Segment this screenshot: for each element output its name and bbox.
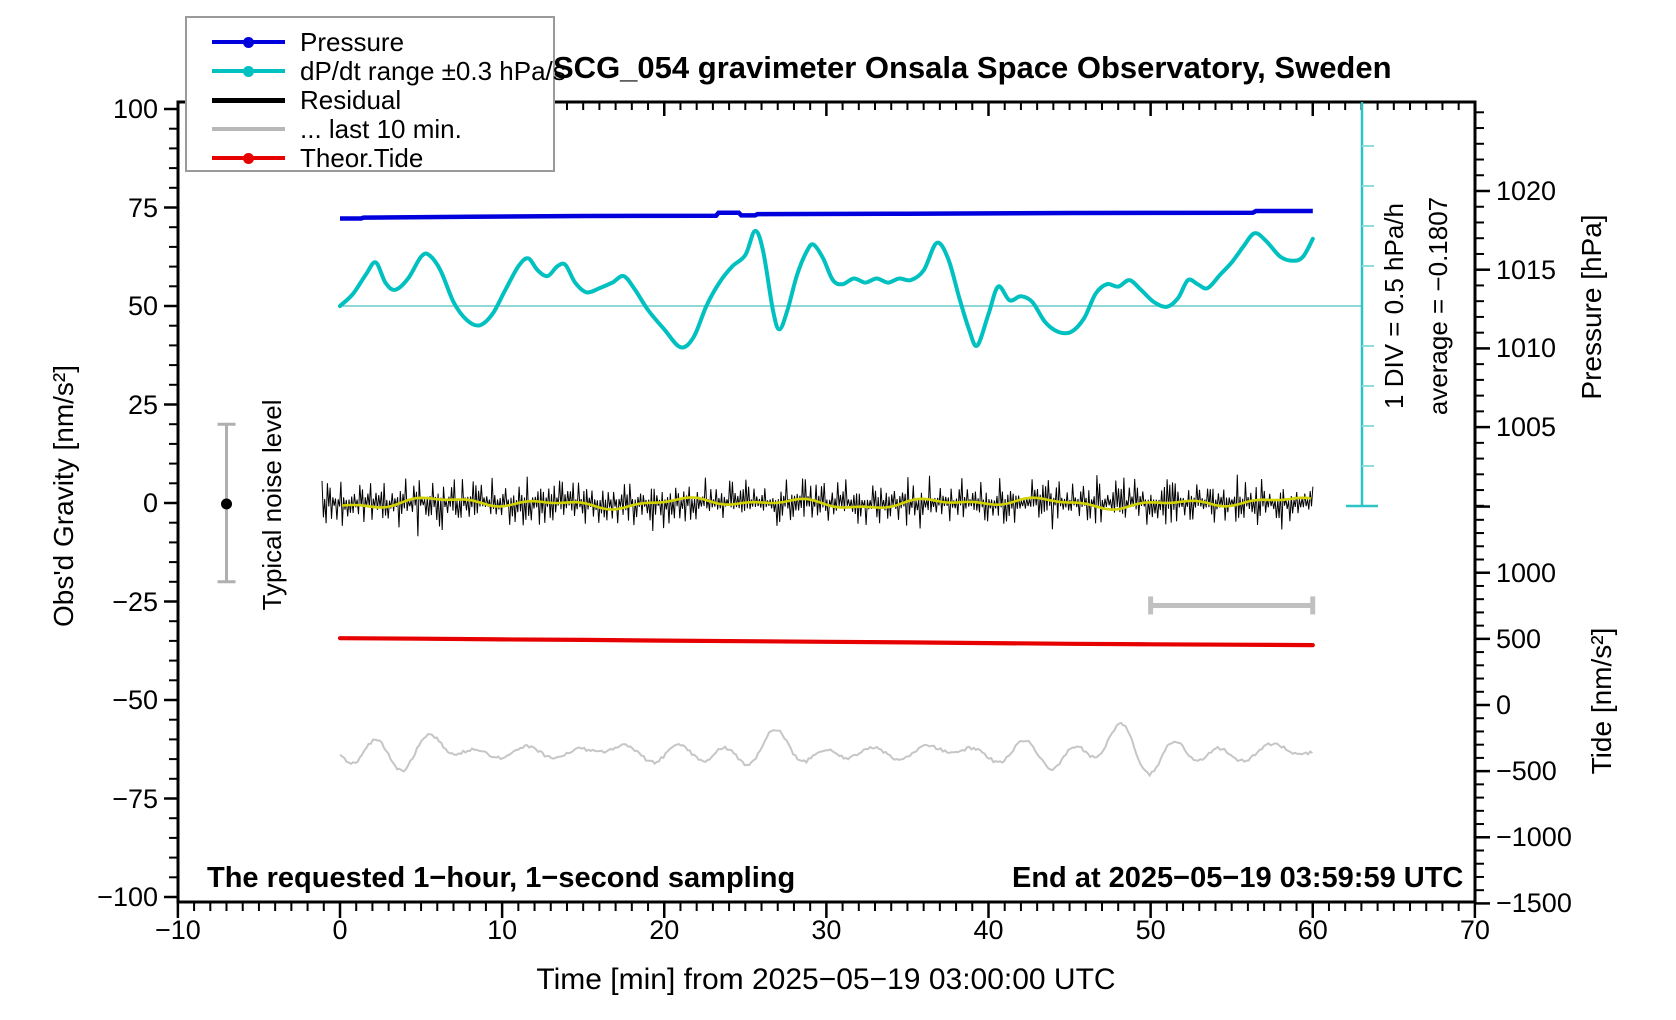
pressure-tick-label: 1005 bbox=[1496, 412, 1557, 443]
div-scale-annotation: 1 DIV = 0.5 hPa/h bbox=[1379, 203, 1409, 409]
gravity-tick-label: −25 bbox=[112, 586, 158, 617]
sampling-note: The requested 1−hour, 1−second sampling bbox=[207, 862, 796, 894]
pressure-axis-title: Pressure [hPa] bbox=[1576, 214, 1607, 400]
x-tick-label: 60 bbox=[1297, 915, 1328, 945]
gravity-tick-label: 75 bbox=[127, 192, 158, 223]
x-tick-label: 30 bbox=[811, 915, 842, 945]
legend-row: Theor.Tide bbox=[187, 145, 553, 171]
x-tick-label: 0 bbox=[332, 915, 348, 945]
x-tick-label: 70 bbox=[1459, 915, 1490, 945]
legend-row: ... last 10 min. bbox=[187, 116, 553, 142]
gravity-tick-label: 25 bbox=[127, 389, 158, 420]
tide-tick-label: −500 bbox=[1496, 756, 1557, 787]
average-annotation: average = −0.1807 bbox=[1423, 196, 1453, 416]
gravity-tick-label: 100 bbox=[112, 94, 158, 124]
legend-line-sample bbox=[212, 97, 285, 103]
legend-sample bbox=[212, 87, 285, 113]
legend-row: Residual bbox=[187, 87, 553, 113]
tide-tick-label: 1000 bbox=[1496, 557, 1557, 588]
x-tick-label: 20 bbox=[649, 915, 680, 945]
legend-line-sample bbox=[212, 127, 285, 131]
tide-series bbox=[337, 636, 1315, 648]
noise-level-annotation: Typical noise level bbox=[257, 399, 287, 611]
tide-tick-label: 0 bbox=[1496, 690, 1512, 720]
residual-smoothed-series bbox=[341, 496, 1312, 511]
residual-series bbox=[321, 474, 1314, 537]
x-tick-label: 10 bbox=[487, 915, 518, 945]
legend-dot-marker bbox=[243, 36, 254, 48]
gravity-tick-label: −100 bbox=[97, 882, 158, 912]
last10min-series bbox=[339, 721, 1313, 778]
legend-label: Residual bbox=[300, 85, 402, 115]
noise-level-dot bbox=[221, 498, 233, 510]
legend-label: ... last 10 min. bbox=[300, 114, 462, 144]
legend-row: dP/dt range ±0.3 hPa/s bbox=[187, 58, 566, 84]
pressure-tick-label: 1010 bbox=[1496, 333, 1557, 364]
pressure-tick-label: 1015 bbox=[1496, 254, 1557, 285]
end-time-note: End at 2025−05−19 03:59:59 UTC bbox=[1012, 862, 1464, 894]
legend: Pressure dP/dt range ±0.3 hPa/s Residual..… bbox=[185, 16, 566, 172]
pressure-tick-label: 1020 bbox=[1496, 176, 1557, 206]
legend-sample bbox=[212, 145, 285, 171]
legend-dot-marker bbox=[243, 65, 254, 77]
gravity-tick-label: −50 bbox=[112, 685, 158, 715]
gravity-tick-label: 0 bbox=[142, 488, 158, 518]
gravity-tick-label: −75 bbox=[112, 783, 158, 814]
dpdt-series bbox=[338, 228, 1315, 350]
x-tick-label: 50 bbox=[1135, 915, 1166, 945]
pressure-series bbox=[340, 208, 1313, 221]
legend-label: dP/dt range ±0.3 hPa/s bbox=[300, 56, 566, 86]
gravity-tick-label: 50 bbox=[127, 291, 158, 321]
x-tick-label: 40 bbox=[973, 915, 1004, 945]
x-axis-title: Time [min] from 2025−05−19 03:00:00 UTC bbox=[536, 963, 1116, 996]
legend-label: Theor.Tide bbox=[300, 143, 424, 173]
legend-row: Pressure bbox=[187, 29, 553, 55]
chart-title: SCG_054 gravimeter Onsala Space Observat… bbox=[553, 50, 1392, 85]
legend-label: Pressure bbox=[300, 27, 405, 57]
legend-sample bbox=[212, 58, 285, 84]
tide-axis-title: Tide [nm/s²] bbox=[1586, 627, 1617, 775]
legend-dot-marker bbox=[243, 152, 254, 164]
legend-sample bbox=[212, 29, 285, 55]
tide-tick-label: −1500 bbox=[1496, 888, 1572, 919]
tide-tick-label: 500 bbox=[1496, 623, 1542, 654]
legend-sample bbox=[212, 116, 285, 142]
x-tick-label: −10 bbox=[154, 915, 201, 945]
tide-tick-label: −1000 bbox=[1496, 822, 1572, 853]
